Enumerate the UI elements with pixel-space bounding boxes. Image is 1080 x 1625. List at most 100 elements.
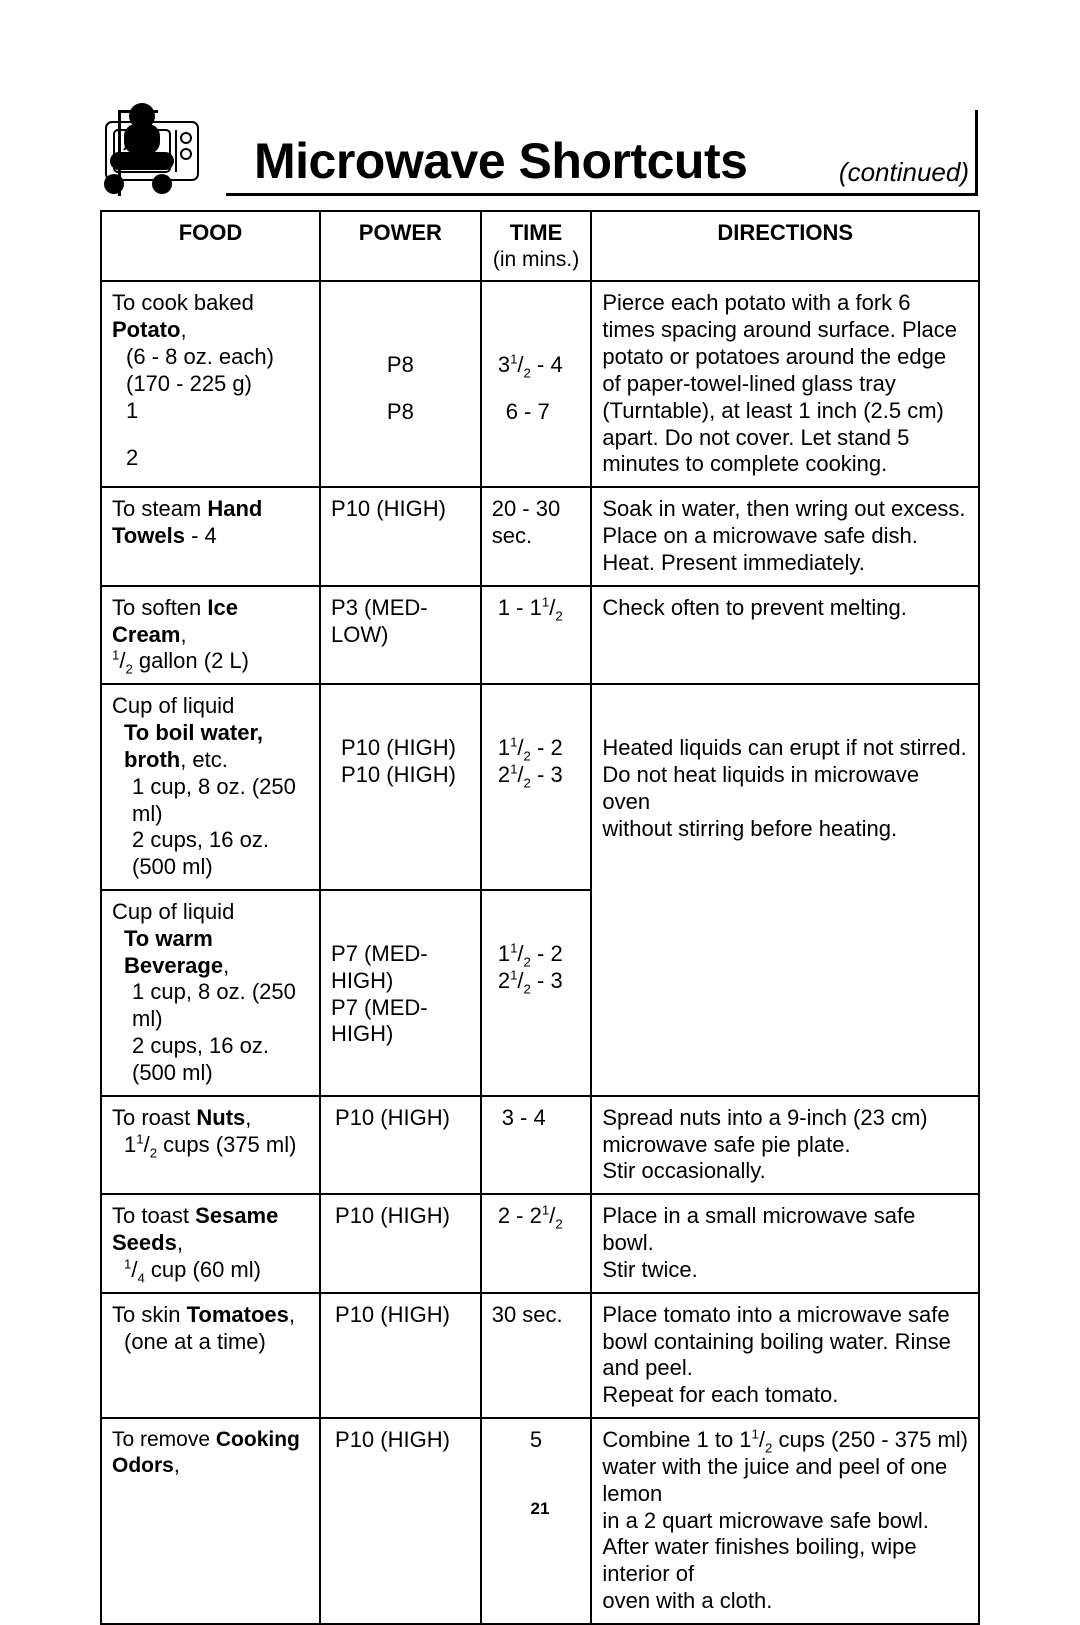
page: Microwave Shortcuts (continued) FOOD POW…	[0, 0, 1080, 1565]
text: P7 (MED-HIGH)	[331, 941, 470, 995]
text: 1	[498, 735, 510, 760]
text: 4	[137, 1270, 144, 1285]
text: 2	[524, 981, 531, 996]
text: 2	[524, 366, 531, 381]
text: Check often to prevent melting.	[591, 586, 979, 684]
text: - 2	[531, 735, 563, 760]
text: 1	[498, 941, 510, 966]
text: 2	[112, 445, 309, 472]
text: Cup of liquid	[112, 899, 309, 926]
text: 5	[481, 1418, 592, 1624]
text: To cook baked	[112, 290, 254, 315]
table-row: To steam Hand Towels - 4 P10 (HIGH) 20 -…	[101, 487, 979, 585]
text: oven with a cloth.	[602, 1588, 968, 1615]
text: 1	[510, 735, 517, 750]
text: Nuts	[196, 1105, 245, 1130]
table-row: To cook baked Potato, (6 - 8 oz. each) (…	[101, 281, 979, 487]
text: 2	[498, 762, 510, 787]
text: P10 (HIGH)	[320, 1418, 481, 1624]
text: P7 (MED-HIGH)	[331, 995, 470, 1049]
text: 1	[124, 1257, 131, 1272]
text: (one at a time)	[112, 1329, 309, 1356]
text: P10 (HIGH)	[331, 735, 470, 762]
text: 1	[124, 1132, 136, 1157]
text: microwave safe pie plate.	[602, 1132, 968, 1159]
text: 2	[555, 608, 562, 623]
text: P8	[331, 352, 470, 379]
text: - 4	[531, 352, 563, 377]
page-number: 21	[0, 1499, 1080, 1519]
text: 1	[112, 398, 309, 425]
text: 2 cups, 16 oz. (500 ml)	[112, 1033, 309, 1087]
header-illustration-icon	[114, 110, 234, 196]
text: P10 (HIGH)	[320, 1194, 481, 1292]
table-row: To soften Ice Cream, 1/2 gallon (2 L) P3…	[101, 586, 979, 684]
text: To warm Beverage	[124, 926, 223, 978]
text: To roast	[112, 1105, 196, 1130]
text: P10 (HIGH)	[320, 1096, 481, 1194]
text: 1 cup, 8 oz. (250 ml)	[112, 979, 309, 1033]
text: To steam	[112, 496, 207, 521]
col-directions: DIRECTIONS	[591, 211, 979, 281]
text: 1	[542, 594, 549, 609]
text: 1	[510, 352, 517, 367]
text: P3 (MED-LOW)	[320, 586, 481, 684]
text: 6 - 7	[492, 399, 581, 426]
text: Potato	[112, 317, 180, 342]
text: - 3	[531, 968, 563, 993]
text: 2	[125, 662, 132, 677]
text: ,	[177, 1230, 183, 1255]
text: After water finishes boiling, wipe inter…	[602, 1534, 968, 1588]
table-row: Cup of liquid To boil water, broth, etc.…	[101, 684, 979, 890]
text: To remove	[112, 1428, 216, 1451]
text: P10 (HIGH)	[331, 762, 470, 789]
text: 1	[136, 1131, 143, 1146]
text: 3 - 4	[481, 1096, 592, 1194]
text: Pierce each potato with a fork 6 times s…	[591, 281, 979, 487]
text: ,	[223, 953, 229, 978]
text: Place tomato into a microwave safe bowl …	[602, 1302, 968, 1382]
shortcuts-table: FOOD POWER TIME (in mins.) DIRECTIONS To…	[100, 210, 980, 1625]
text: 3	[498, 352, 510, 377]
text: Spread nuts into a 9-inch (23 cm)	[602, 1105, 968, 1132]
text: 2 - 2	[498, 1203, 542, 1228]
text: - 3	[531, 762, 563, 787]
text: Tomatoes	[187, 1302, 289, 1327]
text: cup (60 ml)	[145, 1257, 261, 1282]
text: cups (250 - 375 ml)	[772, 1427, 968, 1452]
table-row: To roast Nuts, 11/2 cups (375 ml) P10 (H…	[101, 1096, 979, 1194]
table-row: To skin Tomatoes, (one at a time) P10 (H…	[101, 1293, 979, 1418]
text: 1	[542, 1203, 549, 1218]
text: 2	[524, 775, 531, 790]
text: Place in a small microwave safe bowl.	[602, 1203, 968, 1257]
text: cups (375 ml)	[157, 1132, 296, 1157]
text: Cup of liquid	[112, 693, 309, 720]
text: (6 - 8 oz. each)	[112, 344, 309, 371]
text: P8	[331, 399, 470, 426]
text: Stir occasionally.	[602, 1158, 968, 1185]
table-row: To remove Cooking Odors, P10 (HIGH) 5 Co…	[101, 1418, 979, 1624]
col-power: POWER	[320, 211, 481, 281]
col-time: TIME (in mins.)	[481, 211, 592, 281]
table-row: To toast Sesame Seeds, 1/4 cup (60 ml) P…	[101, 1194, 979, 1292]
text: 30 sec.	[481, 1293, 592, 1418]
text: Heat. Present immediately.	[602, 550, 968, 577]
text: Place on a microwave safe dish.	[602, 523, 968, 550]
table-header-row: FOOD POWER TIME (in mins.) DIRECTIONS	[101, 211, 979, 281]
text: 1	[112, 648, 119, 663]
col-time-label: TIME	[510, 220, 563, 245]
text: 1	[510, 968, 517, 983]
col-time-sub: (in mins.)	[492, 247, 581, 273]
text: 2	[498, 968, 510, 993]
text: To soften	[112, 595, 207, 620]
text: Repeat for each tomato.	[602, 1382, 968, 1409]
text: - 4	[185, 523, 217, 548]
header-underline	[226, 193, 975, 196]
text: ,	[180, 317, 186, 342]
text: (170 - 225 g)	[112, 371, 309, 398]
text: ,	[174, 1454, 180, 1477]
text: ,	[180, 622, 186, 647]
text: P10 (HIGH)	[320, 1293, 481, 1418]
text: 1	[752, 1427, 759, 1442]
text: Stir twice.	[602, 1257, 968, 1284]
